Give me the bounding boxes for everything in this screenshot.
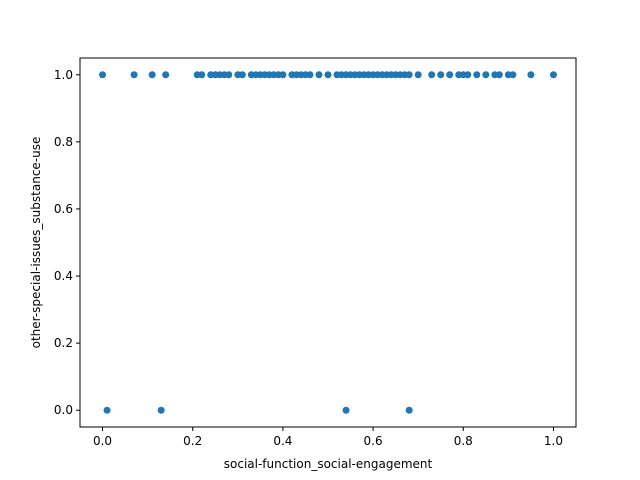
data-point [473, 71, 481, 79]
data-point [238, 71, 246, 79]
x-axis-ticks: 0.0 0.2 0.4 0.6 0.8 1.0 [93, 427, 563, 448]
data-points [99, 71, 557, 414]
data-point [549, 71, 557, 79]
data-point [324, 71, 332, 79]
data-point [405, 71, 413, 79]
x-tick-label: 0.2 [183, 434, 202, 448]
data-point [437, 71, 445, 79]
data-point [414, 71, 422, 79]
data-point [464, 71, 472, 79]
y-axis-label: other-special-issues_substance-use [29, 137, 43, 349]
y-tick-label: 0.8 [54, 135, 73, 149]
data-point [130, 71, 138, 79]
y-tick-label: 1.0 [54, 68, 73, 82]
data-point [162, 71, 170, 79]
data-point [99, 71, 107, 79]
x-axis-label: social-function_social-engagement [224, 457, 433, 471]
data-point [428, 71, 436, 79]
y-tick-label: 0.0 [54, 403, 73, 417]
data-point [306, 71, 314, 79]
data-point [148, 71, 156, 79]
data-point [509, 71, 517, 79]
data-point [315, 71, 323, 79]
data-point [342, 406, 350, 414]
plot-frame [79, 57, 577, 428]
data-point [279, 71, 287, 79]
y-tick-label: 0.2 [54, 336, 73, 350]
data-point [198, 71, 206, 79]
x-tick-label: 0.6 [364, 434, 383, 448]
data-point [225, 71, 233, 79]
data-point [482, 71, 490, 79]
data-point [405, 406, 413, 414]
x-tick-label: 1.0 [544, 434, 563, 448]
data-point [103, 406, 111, 414]
y-tick-label: 0.4 [54, 269, 73, 283]
data-point [495, 71, 503, 79]
plot-area [80, 58, 576, 427]
x-tick-label: 0.4 [273, 434, 292, 448]
x-tick-label: 0.8 [454, 434, 473, 448]
y-tick-label: 0.6 [54, 202, 73, 216]
data-point [446, 71, 454, 79]
data-point [157, 406, 165, 414]
y-axis-ticks: 0.0 0.2 0.4 0.6 0.8 1.0 [54, 68, 80, 417]
x-tick-label: 0.0 [93, 434, 112, 448]
data-point [527, 71, 535, 79]
